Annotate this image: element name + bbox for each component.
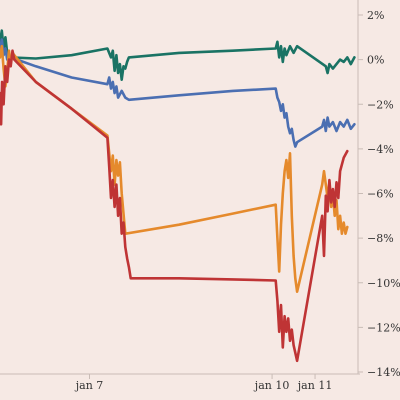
series-line-1: [0, 29, 356, 81]
y-tick-label: −14%: [367, 366, 400, 379]
y-tick-label: −4%: [367, 143, 394, 156]
y-tick-label: −2%: [367, 98, 394, 111]
y-axis: 2% 0% −2% −4% −6% −8% −10% −12% −14%: [358, 9, 400, 379]
series-layer: [0, 29, 356, 363]
series-line-4: [0, 49, 349, 363]
x-tick-label: jan 11: [296, 379, 333, 392]
y-tick-label: −10%: [367, 277, 400, 290]
y-tick-label: −6%: [367, 188, 394, 201]
x-axis: jan 7 jan 10 jan 11: [74, 374, 333, 392]
x-tick-label: jan 10: [253, 379, 290, 392]
y-tick-label: −12%: [367, 321, 400, 334]
series-line-2: [0, 38, 356, 148]
y-tick-label: 2%: [367, 9, 384, 22]
x-tick-label: jan 7: [74, 379, 104, 392]
y-tick-label: −8%: [367, 232, 394, 245]
y-tick-label: 0%: [367, 54, 384, 67]
